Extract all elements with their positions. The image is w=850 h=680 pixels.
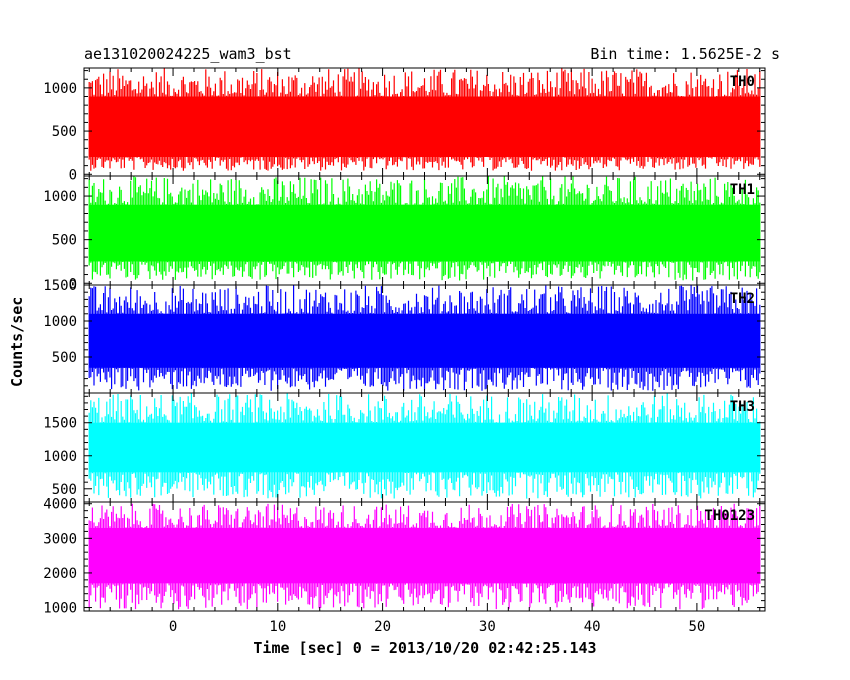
y-tick-label-TH0123: 2000 xyxy=(43,566,77,582)
x-tick-label: 40 xyxy=(584,619,601,635)
y-tick-label-TH0123: 4000 xyxy=(43,497,77,513)
panel-label-TH3: TH3 xyxy=(730,399,755,415)
y-axis-label: Counts/sec xyxy=(8,296,26,387)
y-tick-label-TH1: 0 xyxy=(69,276,77,292)
x-tick-label: 10 xyxy=(269,619,286,635)
y-tick-label-TH3: 1500 xyxy=(43,416,77,432)
x-tick-label: 20 xyxy=(374,619,391,635)
y-tick-label-TH3: 500 xyxy=(52,482,77,498)
panel-label-TH1: TH1 xyxy=(730,182,755,198)
x-tick-label: 30 xyxy=(479,619,496,635)
y-tick-label-TH0123: 1000 xyxy=(43,601,77,617)
x-axis-label: Time [sec] 0 = 2013/10/20 02:42:25.143 xyxy=(253,639,597,657)
series-line-TH3 xyxy=(88,393,761,499)
y-tick-label-TH2: 1500 xyxy=(43,278,77,294)
y-tick-label-TH2: 1000 xyxy=(43,314,77,330)
bin-time-label: Bin time: 1.5625E-2 s xyxy=(590,45,780,63)
x-tick-label: 50 xyxy=(688,619,705,635)
series-line-TH2 xyxy=(88,285,761,391)
y-tick-label-TH0123: 3000 xyxy=(43,531,77,547)
chart-title: ae131020024225_wam3_bst xyxy=(84,45,292,63)
y-tick-label-TH0: 0 xyxy=(69,167,77,183)
panel-label-TH0123: TH0123 xyxy=(704,508,755,524)
panel-label-TH0: TH0 xyxy=(730,74,755,90)
series-line-TH1 xyxy=(88,176,761,281)
series-line-TH0123 xyxy=(88,503,761,610)
y-tick-label-TH2: 500 xyxy=(52,350,77,366)
x-tick-label: 0 xyxy=(169,619,177,635)
panel-label-TH2: TH2 xyxy=(730,291,755,307)
y-tick-label-TH1: 500 xyxy=(52,233,77,249)
y-tick-label-TH3: 1000 xyxy=(43,449,77,465)
y-tick-label-TH0: 1000 xyxy=(43,81,77,97)
y-tick-label-TH1: 1000 xyxy=(43,189,77,205)
y-tick-label-TH0: 500 xyxy=(52,124,77,140)
series-line-TH0 xyxy=(88,68,761,171)
